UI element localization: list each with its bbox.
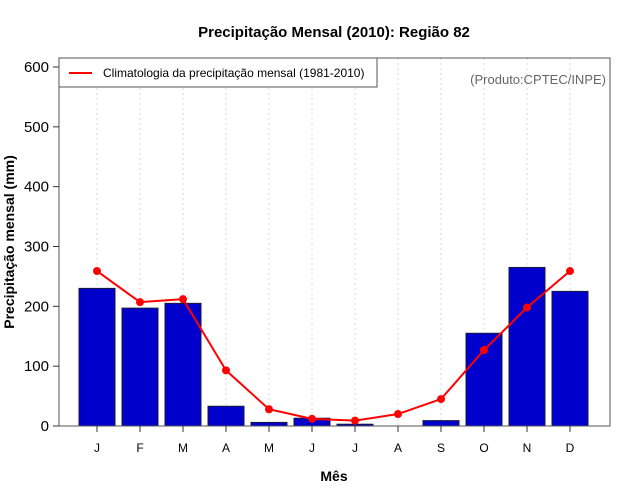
climatology-point-0 — [93, 267, 101, 276]
x-tick-label: J — [352, 441, 358, 455]
bar-11 — [551, 290, 589, 427]
x-tick-label: S — [437, 441, 445, 455]
y-tick-label: 0 — [41, 418, 49, 435]
bar-10 — [508, 266, 546, 427]
x-tick-label: F — [136, 441, 143, 455]
y-tick-label: 300 — [24, 239, 49, 256]
credit-text: (Produto:CPTEC/INPE) — [470, 72, 606, 87]
x-tick-label: M — [178, 441, 188, 455]
y-tick-label: 600 — [24, 59, 49, 76]
bar-4 — [250, 421, 288, 427]
climatology-point-2 — [179, 295, 187, 304]
climatology-point-3 — [222, 366, 230, 375]
climatology-line-group — [93, 267, 574, 425]
y-axis-title: Precipitação mensal (mm) — [1, 155, 17, 329]
y-tick-label: 400 — [24, 179, 49, 196]
climatology-point-4 — [265, 405, 273, 414]
bar-0 — [78, 287, 116, 427]
climatology-point-8 — [437, 395, 445, 404]
y-tick-label: 500 — [24, 119, 49, 136]
x-tick-label: A — [394, 441, 402, 455]
climatology-point-10 — [523, 303, 531, 312]
x-tick-label: O — [479, 441, 488, 455]
bar-2 — [164, 302, 202, 427]
y-axis: 0 100 200 300 400 500 600 — [24, 59, 59, 435]
climatology-point-11 — [566, 267, 574, 276]
y-tick-label: 200 — [24, 298, 49, 315]
legend: Climatologia da precipitação mensal (198… — [58, 57, 378, 88]
climatology-line — [96, 270, 571, 422]
x-tick-label: N — [523, 441, 532, 455]
bars-group — [78, 266, 589, 427]
x-tick-label: J — [309, 441, 315, 455]
x-tick-label: M — [264, 441, 274, 455]
climatology-point-7 — [394, 410, 402, 419]
x-tick-label: D — [566, 441, 575, 455]
climatology-point-1 — [136, 298, 144, 307]
climatology-point-9 — [480, 346, 488, 355]
bar-8 — [422, 420, 460, 427]
x-tick-label: A — [222, 441, 230, 455]
legend-box — [58, 57, 378, 88]
bar-3 — [207, 405, 245, 427]
y-tick-label: 100 — [24, 358, 49, 375]
x-tick-label: J — [94, 441, 100, 455]
x-axis-title: Mês — [320, 468, 347, 484]
chart-title: Precipitação Mensal (2010): Região 82 — [198, 24, 470, 41]
climatology-point-6 — [351, 416, 359, 425]
bar-1 — [121, 307, 159, 427]
legend-label: Climatologia da precipitação mensal (198… — [103, 66, 364, 80]
climatology-point-5 — [308, 414, 316, 423]
